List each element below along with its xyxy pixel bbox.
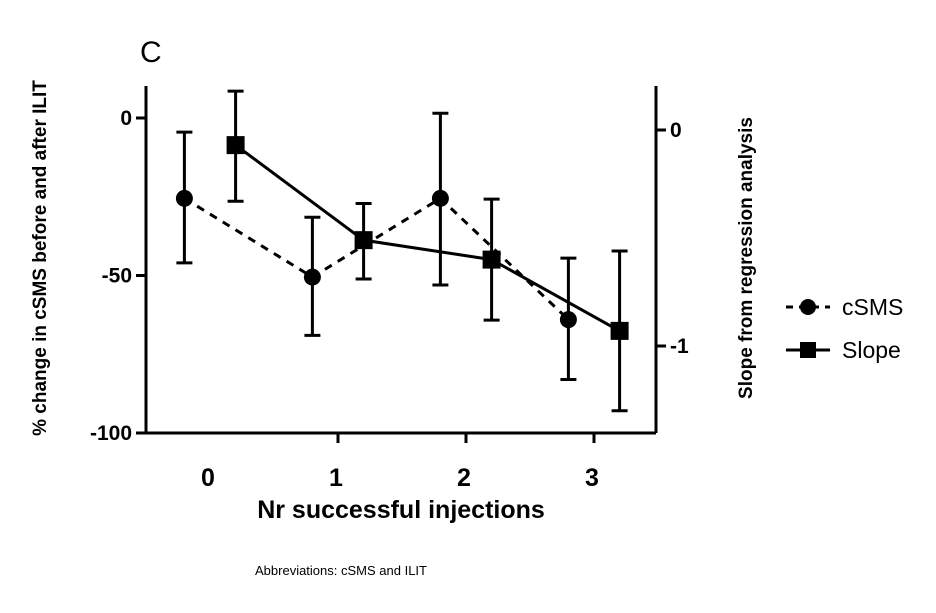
left-tick-label: -100 (90, 422, 132, 445)
legend-marker-csms (800, 299, 816, 315)
x-tick-label: 3 (585, 464, 599, 492)
data-point-slope (610, 321, 629, 340)
footnote: Abbreviations: cSMS and ILIT (255, 563, 427, 578)
x-ticks: 0 1 2 3 (201, 433, 599, 492)
right-ticks: 0 -1 (656, 119, 689, 358)
data-point-csms (559, 311, 577, 329)
legend-item-slope: Slope (786, 337, 901, 363)
left-ticks: 0 -50 -100 (90, 107, 146, 445)
data-point-csms (431, 189, 449, 207)
series-line-csms (183, 196, 570, 321)
x-tick-label: 1 (329, 464, 343, 492)
legend-label-csms: cSMS (842, 294, 903, 320)
right-tick-label: -1 (670, 335, 689, 358)
left-tick-label: 0 (120, 107, 132, 130)
panel-letter: C (140, 36, 162, 69)
x-tick-label: 0 (201, 464, 215, 492)
x-tick-label: 2 (457, 464, 471, 492)
data-point-csms (303, 268, 321, 286)
left-axis-title: % change in cSMS before and after ILIT (30, 80, 51, 436)
series-slope (226, 89, 629, 413)
data-point-csms (175, 189, 193, 207)
data-point-slope (226, 136, 245, 155)
series-layer (175, 89, 629, 413)
data-point-slope (482, 250, 501, 269)
series-line-slope (234, 143, 621, 333)
left-tick-label: -50 (102, 265, 132, 288)
data-point-slope (354, 231, 373, 250)
legend: cSMS Slope (786, 294, 903, 363)
series-csms (175, 111, 577, 381)
legend-item-csms: cSMS (786, 294, 903, 320)
right-axis-title: Slope from regression analysis (736, 117, 757, 399)
legend-label-slope: Slope (842, 337, 901, 363)
legend-marker-slope (800, 342, 816, 358)
right-tick-label: 0 (670, 119, 682, 142)
x-axis-title: Nr successful injections (257, 496, 545, 524)
